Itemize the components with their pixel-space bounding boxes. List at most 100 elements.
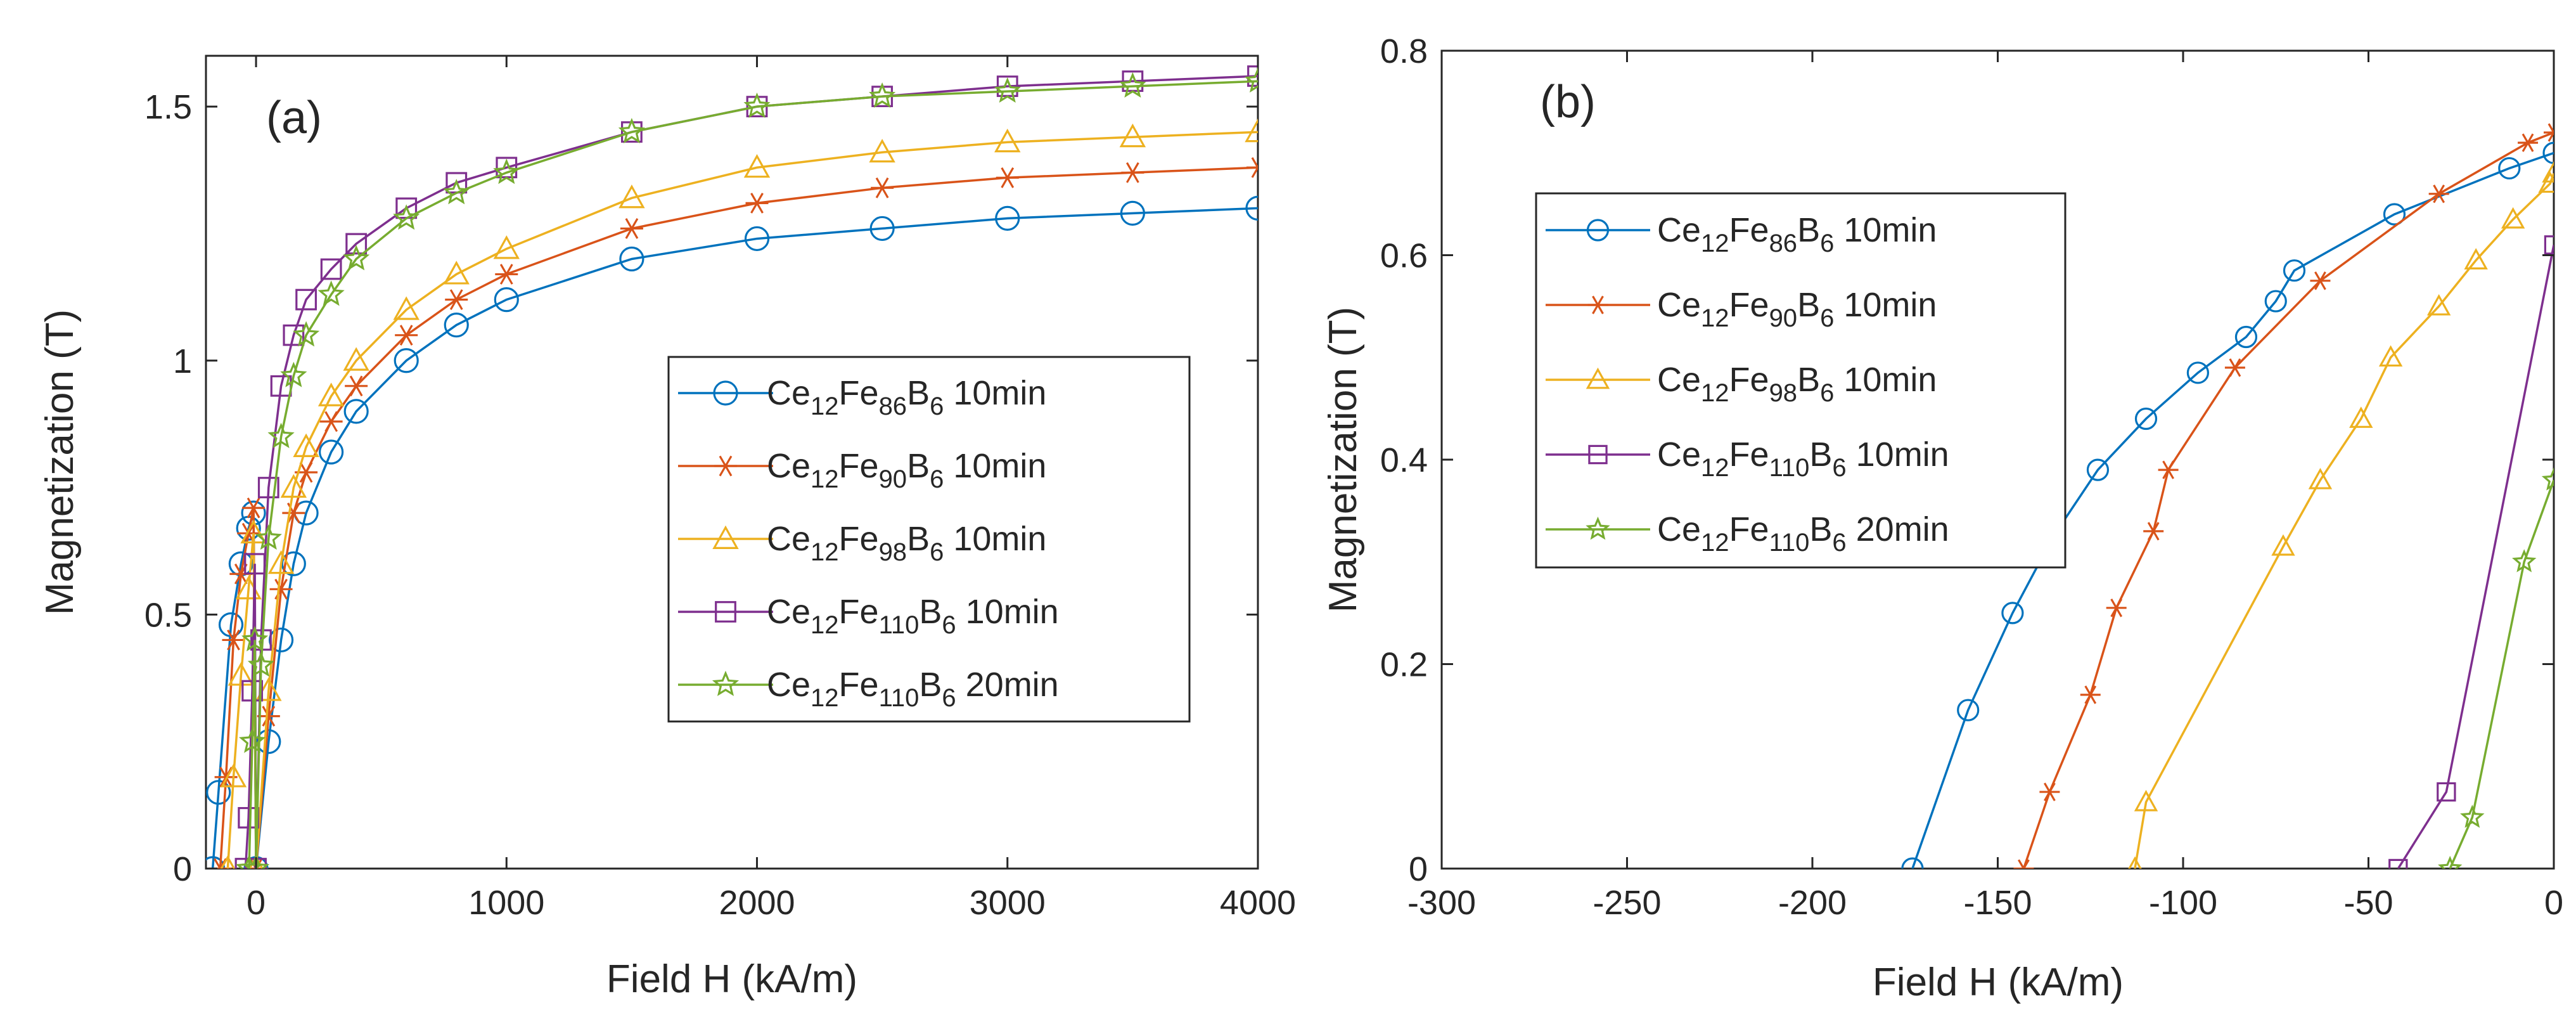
data-point [2428,184,2449,204]
legend-text: Ce [1657,361,1701,399]
data-point [1120,200,1145,226]
series-line [226,131,1258,869]
legend-subscript: 6 [1820,304,1834,332]
legend-text: Ce [767,666,811,704]
data-point [619,246,644,272]
legend-subscript: 110 [1769,529,1810,557]
legend-text: B [1797,286,1820,324]
data-point [994,77,1021,103]
legend-text: Ce [1657,436,1701,474]
data-point [2464,248,2488,269]
data-point [295,462,318,483]
data-point [256,729,281,754]
data-point [214,766,238,788]
legend-text: 20min [1847,510,1949,548]
legend-subscript: 90 [1769,304,1798,332]
legend-entry: Ce12Fe110B6 10min [1546,436,1949,482]
legend-text: Fe [839,520,879,558]
data-point [871,177,894,198]
data-point [240,519,267,544]
data-point [244,553,266,575]
x-tick-label: 2000 [719,884,795,922]
legend-text: Ce [767,520,811,558]
chart-panel-b: -300 -250 -200 -150 -100 -50 0 0 0.2 0.4 0.6 0.8 (b… [1321,32,2563,1004]
legend-label: Ce12Fe98B6 10min [1657,361,1937,407]
legend-text: Fe [1729,211,1769,249]
y-tick-label: 0.8 [1380,32,1428,70]
series-group-b [1901,123,2554,869]
legend-subscript: 12 [811,538,839,566]
legend-marker [713,380,738,406]
series-line [248,80,1258,869]
data-point [2134,789,2158,812]
legend-subscript: 12 [811,392,839,420]
legend-subscript: 6 [1832,454,1846,482]
series-line [211,207,1258,869]
x-tick-label: 3000 [970,884,1046,922]
y-tick-label: 0.2 [1380,646,1428,684]
data-point [320,258,342,280]
data-point [2541,467,2554,491]
data-point [242,854,270,869]
data-point [493,235,520,259]
data-point [444,313,469,338]
series-3 [2388,235,2554,869]
data-point [495,264,518,285]
data-point [743,92,771,119]
data-point [743,153,771,178]
data-point [1119,72,1146,98]
data-point [206,856,226,869]
data-point [2512,549,2537,572]
legend-entry: Ce12Fe98B6 10min [1546,361,1937,407]
legend-text: Fe [839,447,879,485]
legend-text: B [907,447,930,485]
data-point [2378,345,2403,367]
x-tick-label: -300 [1407,884,1476,922]
legend-subscript: 6 [1820,379,1834,407]
data-point [493,158,520,184]
legend-subscript: 6 [942,611,956,639]
data-point [229,563,253,585]
data-point [267,550,295,574]
data-point [343,399,369,424]
legend-marker [1586,516,1610,540]
y-tick-label: 1 [173,342,192,380]
legend-subscript: 98 [879,538,907,566]
legend-text: 10min [944,374,1046,412]
panel-label-a: (a) [266,93,322,143]
data-point [395,325,418,346]
legend-subscript: 98 [1769,379,1798,407]
legend-marker [1588,444,1608,465]
legend-text: 10min [944,447,1046,485]
legend-subscript: 6 [930,538,944,566]
data-point [869,216,895,242]
data-point [2224,358,2245,377]
legend-subscript: 6 [930,392,944,420]
x-tick-label: -200 [1778,884,1847,922]
data-point [255,524,282,550]
legend-text: Fe [839,666,879,704]
legend-subscript: 12 [1701,454,1729,482]
data-point [2001,602,2024,624]
y-tick-label: 0.5 [144,596,192,634]
legend-text: Ce [767,447,811,485]
legend-subscript: 12 [811,684,839,712]
ticks-b: -300 -250 -200 -150 -100 -50 0 0 0.2 0.4 0.6 0.8 [1380,32,2563,922]
legend-label: Ce12Fe98B6 10min [767,520,1046,566]
data-point [494,287,519,313]
legend-text: Fe [1729,361,1769,399]
legend-marker [1586,219,1610,242]
data-point [2039,782,2060,801]
legend-subscript: 6 [930,465,944,493]
data-point [2310,271,2331,290]
legend-marker [1587,295,1608,314]
legend-text: 10min [1834,361,1937,399]
data-point [2186,361,2209,384]
legend-text: Ce [767,374,811,412]
legend-label: Ce12Fe90B6 10min [767,447,1046,493]
legend-text: B [919,593,942,631]
data-point [745,192,769,214]
series-4 [2438,467,2554,869]
data-point [268,627,294,653]
data-point [247,651,275,677]
